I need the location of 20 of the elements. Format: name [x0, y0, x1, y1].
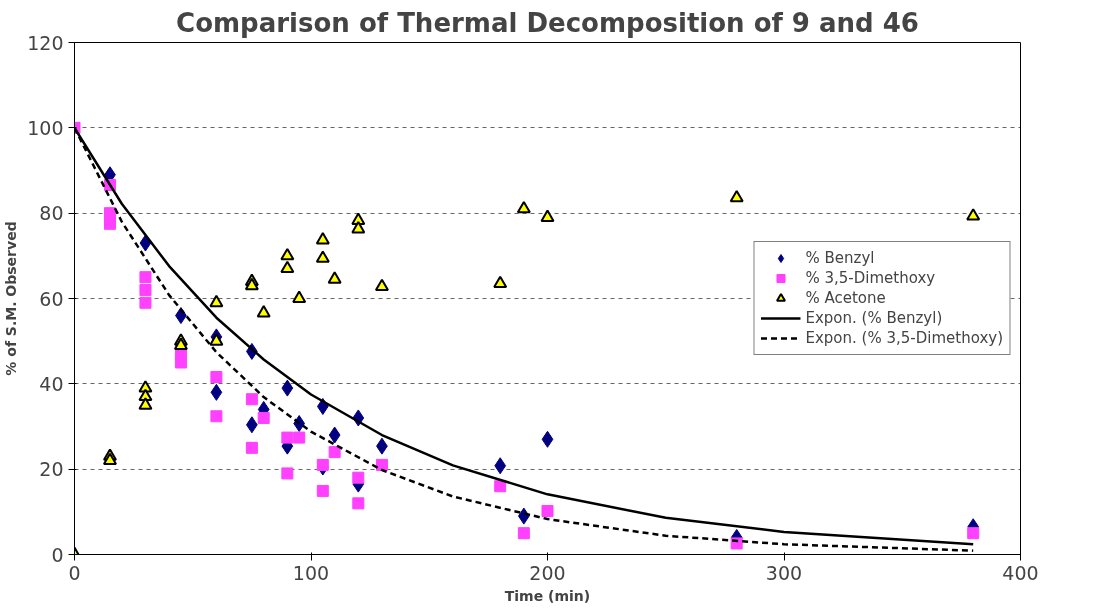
x-tick-label: 200 [529, 561, 566, 584]
y-tick-label: 20 [39, 458, 64, 481]
x-axis-title: Time (min) [504, 587, 591, 604]
legend-label: % 3,5-Dimethoxy [805, 269, 936, 287]
x-tick-label: 0 [68, 561, 81, 584]
legend-label: % Benzyl [805, 249, 875, 267]
chart-title: Comparison of Thermal Decomposition of 9 and 46 [176, 7, 919, 38]
legend-label: % Acetone [805, 289, 886, 307]
legend-label: Expon. (% Benzyl) [805, 309, 943, 327]
legend-label: Expon. (% 3,5-Dimethoxy) [805, 329, 1003, 347]
y-axis-title: % of S.M. Observed [3, 221, 20, 376]
y-tick-label: 80 [39, 202, 64, 225]
x-tick-label: 100 [292, 561, 330, 584]
x-tick-label: 300 [765, 561, 803, 584]
y-tick-label: 100 [27, 116, 64, 139]
y-tick-label: 40 [39, 372, 64, 395]
y-tick-label: 60 [39, 287, 64, 310]
y-tick-label: 0 [51, 543, 64, 566]
x-tick-label: 400 [1002, 561, 1039, 584]
y-tick-label: 120 [27, 31, 64, 54]
